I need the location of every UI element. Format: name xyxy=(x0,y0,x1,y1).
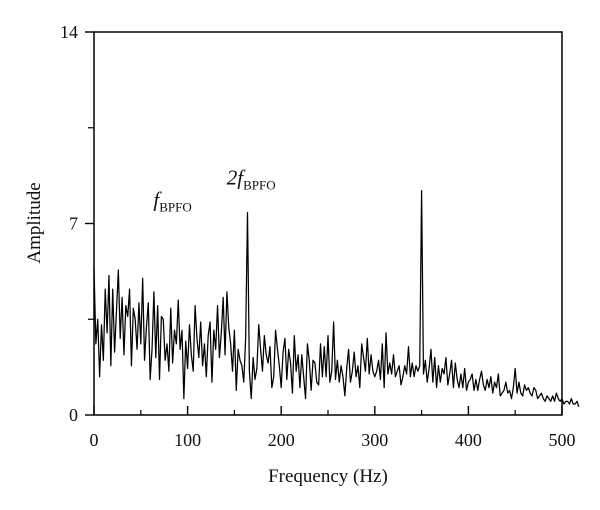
x-tick-label: 500 xyxy=(549,430,576,450)
y-tick-label: 0 xyxy=(69,405,78,425)
peak-label-symbol: f xyxy=(237,166,246,190)
peak-label-prefix: 2 xyxy=(227,166,238,190)
x-tick-label: 0 xyxy=(90,430,99,450)
peak-label-subscript: BPFO xyxy=(159,200,192,215)
peak-label-symbol: f xyxy=(153,188,162,212)
peak-label: fBPFO xyxy=(153,188,191,215)
axis-tick-labels: 0 100 200 300 400 500 0 7 14 xyxy=(60,22,576,450)
spectrum-line xyxy=(93,190,580,407)
y-axis-title: Amplitude xyxy=(24,182,45,263)
y-tick-label: 14 xyxy=(60,22,78,42)
plot-frame xyxy=(93,31,563,416)
x-tick-label: 400 xyxy=(455,430,482,450)
peak-label-subscript: BPFO xyxy=(243,178,276,193)
x-axis-title: Frequency (Hz) xyxy=(268,466,388,487)
x-tick-label: 300 xyxy=(361,430,388,450)
x-tick-label: 100 xyxy=(174,430,201,450)
y-tick-label: 7 xyxy=(69,214,78,234)
x-tick-label: 200 xyxy=(268,430,295,450)
series-layer xyxy=(93,190,580,407)
peak-label: 2fBPFO xyxy=(227,166,276,193)
